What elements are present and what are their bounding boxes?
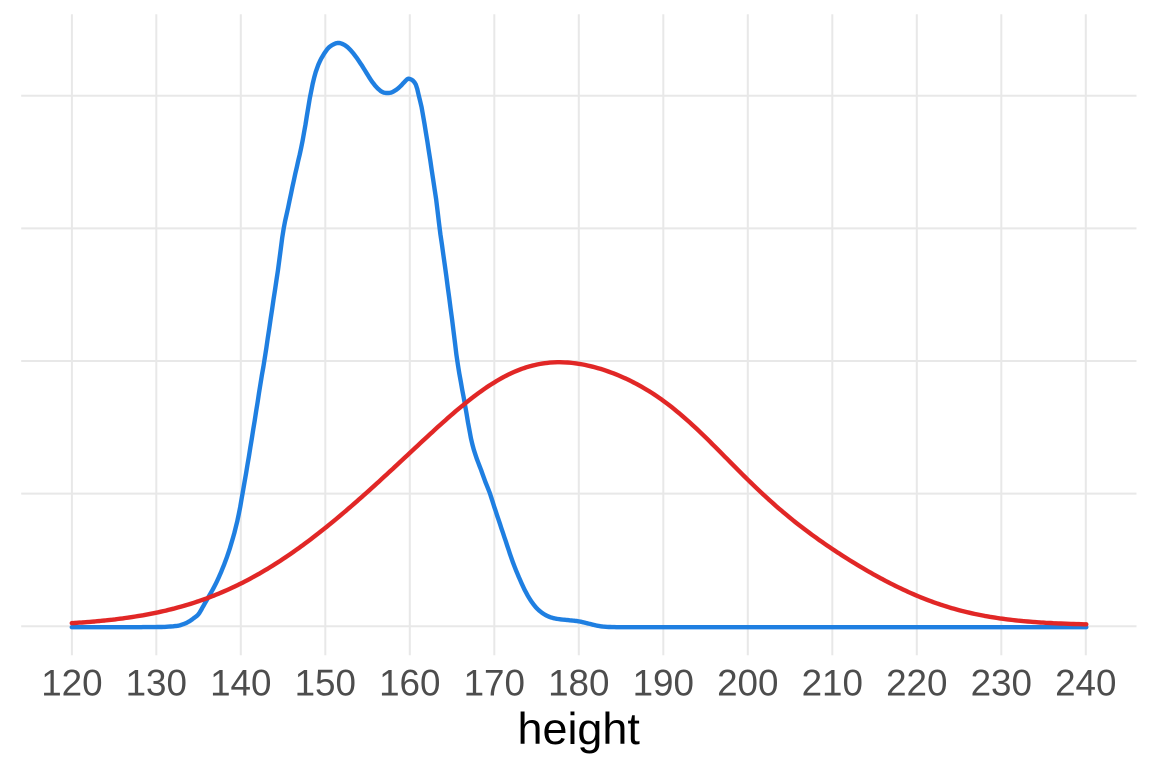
svg-text:150: 150: [295, 663, 356, 704]
svg-text:170: 170: [464, 663, 525, 704]
svg-text:200: 200: [717, 663, 778, 704]
svg-text:140: 140: [210, 663, 271, 704]
svg-text:220: 220: [886, 663, 947, 704]
svg-text:120: 120: [41, 663, 102, 704]
svg-text:180: 180: [548, 663, 609, 704]
svg-text:height: height: [518, 703, 641, 754]
svg-text:210: 210: [802, 663, 863, 704]
svg-text:160: 160: [379, 663, 440, 704]
svg-text:240: 240: [1055, 663, 1116, 704]
svg-text:230: 230: [971, 663, 1032, 704]
svg-text:130: 130: [126, 663, 187, 704]
svg-text:190: 190: [633, 663, 694, 704]
